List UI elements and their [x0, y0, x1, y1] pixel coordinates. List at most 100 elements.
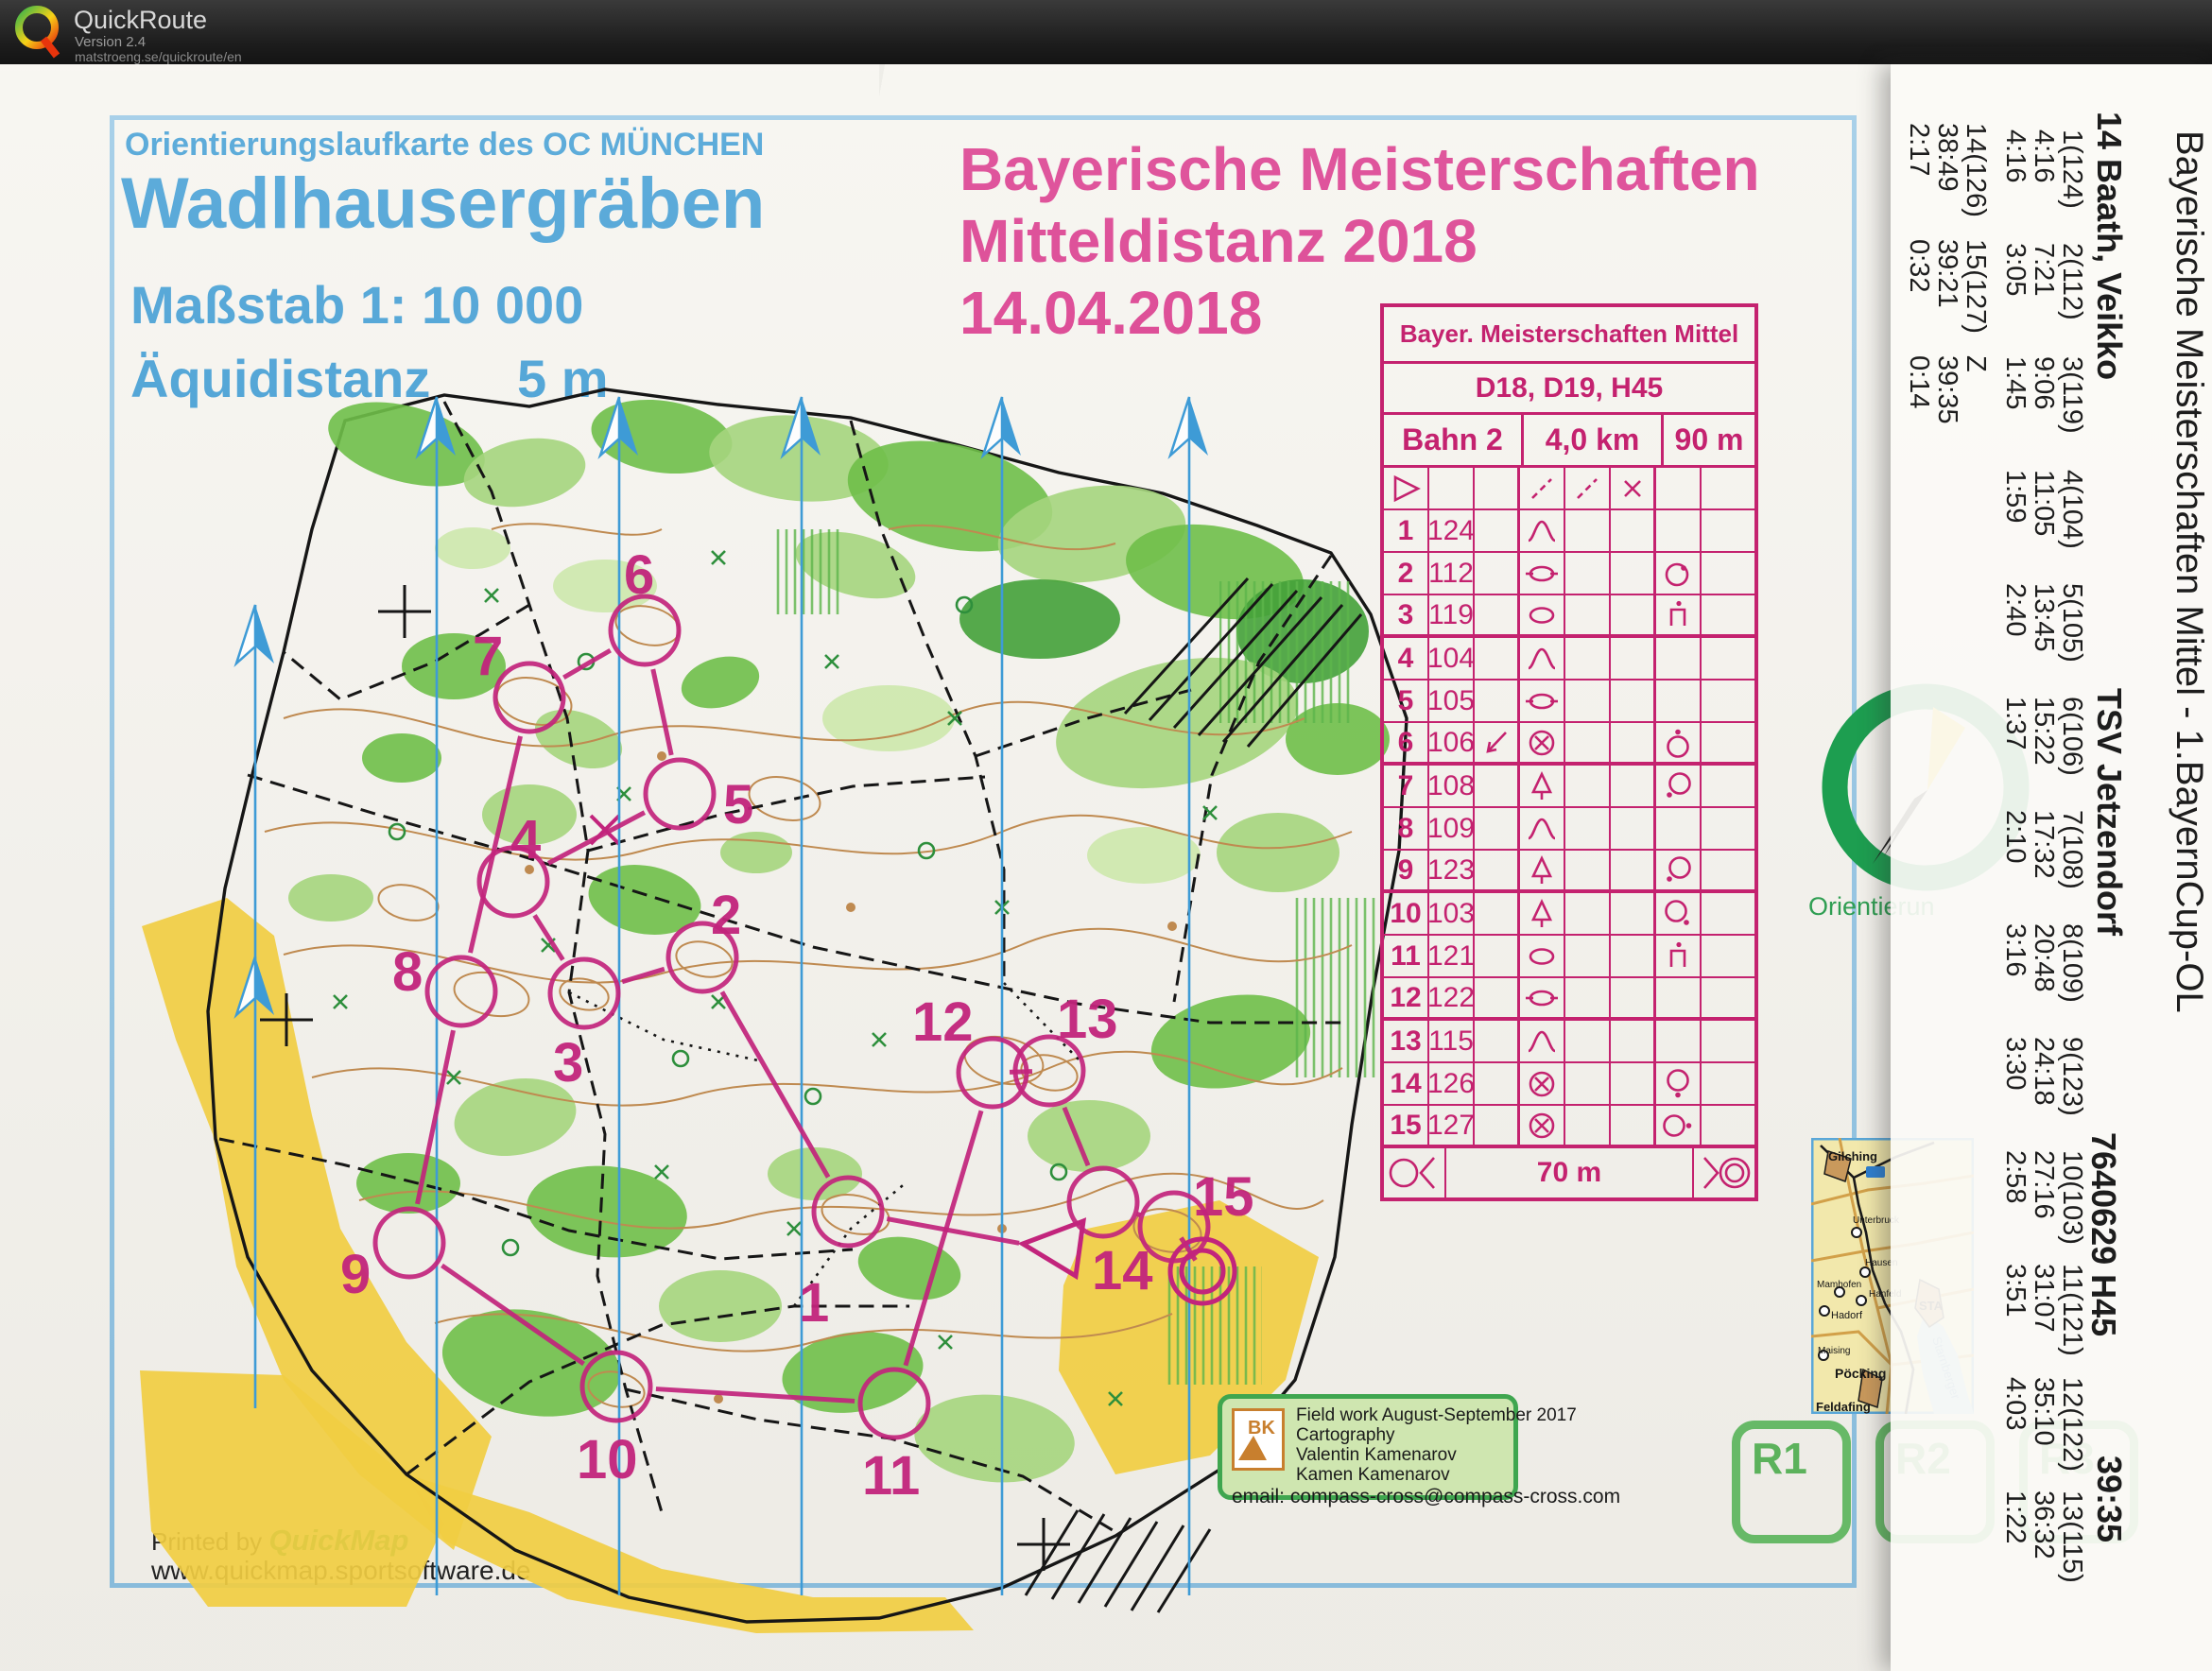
card-control-row-8: 8 109 — [1384, 808, 1754, 851]
event-line: Bayerische Meisterschaften Mittel - 1.Ba… — [2169, 130, 2210, 1013]
card-class: 7640629 H45 — [2084, 1132, 2123, 1337]
inset-place-label: Mamhofen — [1817, 1280, 1861, 1290]
split-leg: 1(124) — [2057, 129, 2087, 209]
card-control-row-1: 1 124 — [1384, 510, 1754, 553]
card-control-row-15: 15 127 — [1384, 1106, 1754, 1148]
quickroute-logo-icon — [15, 6, 60, 59]
card-control-row-12: 12 122 — [1384, 978, 1754, 1021]
split-time: 4:16 — [2000, 129, 2031, 183]
split-time: 2:10 — [2000, 810, 2031, 864]
credits-line: Kamen Kamenarov — [1296, 1465, 1450, 1485]
inset-place-label: Gilching — [1828, 1149, 1877, 1163]
circle-dot-sw-icon — [1667, 771, 1691, 798]
split-cumulative: 4:16 — [2029, 129, 2059, 183]
split-time: 3:05 — [2000, 243, 2031, 297]
card-title: Bayer. Meisterschaften Mittel — [1399, 319, 1739, 348]
map-name: Wadlhausergräben — [121, 164, 766, 244]
depression-icon — [1526, 990, 1558, 1006]
inset-place-label: Unterbruck — [1853, 1215, 1900, 1226]
circle-dot-n-icon — [1667, 729, 1689, 758]
total-time: 39:35 — [2090, 1456, 2129, 1543]
split-cumulative: 15:22 — [2029, 697, 2059, 766]
map-equidistance-value: 5 m — [517, 349, 609, 408]
hill-icon — [1528, 1030, 1556, 1052]
card-control-row-13: 13 115 — [1384, 1021, 1754, 1063]
card-course-name: Bahn 2 — [1384, 415, 1524, 465]
circle-dot-ne-icon — [1665, 562, 1689, 586]
split-cumulative: 7:21 — [2029, 243, 2059, 297]
split-time: 1:45 — [2000, 356, 2031, 410]
depression-icon — [1526, 565, 1558, 581]
finish-taped-icon — [1389, 1157, 1435, 1189]
depression-icon — [1526, 693, 1558, 709]
slash-icon — [1531, 477, 1552, 499]
inset-place-label: Hanfeld — [1869, 1289, 1901, 1300]
ruin-icon — [1669, 600, 1686, 626]
control-description-card: Bayer. Meisterschaften Mittel D18, D19, H… — [1380, 303, 1758, 1201]
credits-line: Field work August-September 2017 — [1296, 1405, 1577, 1425]
split-cumulative: 11:05 — [2029, 470, 2059, 537]
split-time: 1:59 — [2000, 470, 2031, 524]
circle-dot-s-icon — [1667, 1068, 1689, 1097]
split-leg: 14(126) — [1961, 123, 1991, 217]
quickmap-url: www.quickmap.sportsoftware.de — [151, 1556, 531, 1585]
split-leg: 2(112) — [2057, 243, 2087, 320]
credits-email: email: compass-cross@compass-cross.com — [1232, 1486, 1621, 1507]
map-scale: Maßstab 1: 10 000 — [130, 275, 584, 335]
card-control-row-6: 6 106 — [1384, 723, 1754, 766]
card-start-row — [1384, 468, 1754, 510]
card-control-row-5: 5 105 — [1384, 680, 1754, 723]
split-time: 2:40 — [2000, 583, 2031, 637]
split-leg: 6(106) — [2057, 697, 2087, 776]
quickmap-logo-text: QuickMap — [268, 1524, 409, 1557]
split-cumulative: 39:35 — [1932, 355, 1962, 424]
split-time: 3:16 — [2000, 923, 2031, 977]
credits-lines: Field work August-September 2017 Cartogr… — [1296, 1405, 1577, 1485]
inset-place-label: Hausen — [1865, 1258, 1897, 1268]
finish-circles-icon — [1703, 1157, 1751, 1189]
slash-icon — [1577, 477, 1598, 499]
credits-box: BK Field work August-September 2017 Cart… — [1218, 1394, 1620, 1507]
circle-dot-sw-icon — [1667, 855, 1691, 882]
split-time: 2:58 — [2000, 1150, 2031, 1204]
card-control-row-10: 10 103 — [1384, 893, 1754, 936]
split-time: 0:32 — [1904, 239, 1934, 293]
split-cumulative: 20:48 — [2029, 923, 2059, 992]
ruin-icon — [1669, 941, 1686, 967]
printed-by-label: Printed by — [151, 1527, 263, 1556]
competitor-name: 14 Baath, Veikko — [2090, 112, 2129, 381]
hill-icon — [1528, 647, 1556, 669]
tree-icon — [1530, 770, 1553, 800]
split-time: 3:51 — [2000, 1264, 2031, 1318]
ellipse-icon — [1529, 606, 1555, 624]
crossed-circle-icon — [1529, 1112, 1555, 1138]
printed-by-line: Printed by QuickMap — [151, 1524, 408, 1558]
split-time: 0:14 — [1904, 355, 1934, 409]
split-leg: 9(123) — [2057, 1037, 2087, 1116]
event-title-line3: 14.04.2018 — [959, 279, 1263, 347]
card-finish-distance: 70 m — [1536, 1157, 1602, 1188]
split-cumulative: 35:10 — [2029, 1377, 2059, 1446]
split-cumulative: 27:16 — [2029, 1150, 2059, 1219]
split-leg: 5(105) — [2057, 583, 2087, 663]
crossed-circle-icon — [1529, 1071, 1555, 1096]
card-control-row-2: 2 112 — [1384, 553, 1754, 595]
card-length: 4,0 km — [1524, 415, 1664, 465]
map-equidistance-label: Äquidistanz — [130, 349, 431, 408]
card-control-row-7: 7 108 — [1384, 766, 1754, 808]
app-url: matstroeng.se/quickroute/en — [75, 49, 242, 64]
map-club-line: Orientierungslaufkarte des OC MÜNCHEN — [125, 127, 765, 163]
split-cumulative: 9:06 — [2029, 356, 2059, 410]
tree-icon — [1530, 898, 1553, 927]
app-title: QuickRoute — [74, 6, 208, 34]
split-time: 2:17 — [1904, 123, 1934, 177]
split-cumulative: 39:21 — [1932, 239, 1962, 308]
svg-text:BK: BK — [1248, 1418, 1275, 1438]
card-control-row-14: 14 126 — [1384, 1063, 1754, 1106]
tree-icon — [1530, 854, 1553, 884]
card-control-row-11: 11 121 — [1384, 936, 1754, 978]
card-classes: D18, D19, H45 — [1475, 371, 1664, 404]
credits-line: Valentin Kamenarov — [1296, 1445, 1457, 1465]
hill-icon — [1528, 818, 1556, 839]
